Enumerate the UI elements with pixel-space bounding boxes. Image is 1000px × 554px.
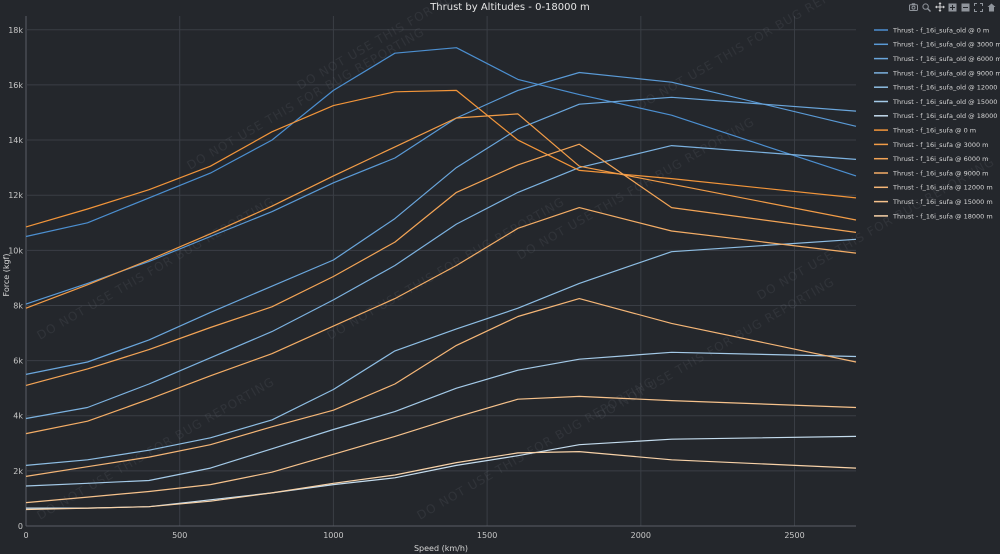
y-tick-label: 10k bbox=[8, 246, 23, 255]
series-line-11[interactable] bbox=[25, 298, 857, 477]
x-tick-label: 2500 bbox=[784, 531, 804, 540]
legend-item[interactable]: Thrust - f_16i_sufa @ 15000 m bbox=[874, 198, 993, 206]
y-axis: 0 2k 4k 6k 8k 10k 12k 14k 16k 18k bbox=[8, 26, 23, 531]
watermark-text: DO NOT USE THIS FOR BUG REPORTING bbox=[635, 0, 878, 113]
series-line-12[interactable] bbox=[25, 395, 857, 504]
pan-icon[interactable] bbox=[934, 2, 945, 13]
x-axis-title: Speed (km/h) bbox=[414, 544, 468, 553]
watermark-text: DO NOT USE THIS FOR BUG REPORTING bbox=[595, 274, 838, 422]
legend-item[interactable]: Thrust - f_16i_sufa @ 6000 m bbox=[874, 155, 989, 163]
legend-item[interactable]: Thrust - f_16i_sufa @ 18000 m bbox=[874, 212, 993, 220]
watermark-text: DO NOT USE THIS FOR BUG REPORTING bbox=[185, 24, 428, 172]
series-line-0[interactable] bbox=[25, 47, 857, 238]
autoscale-icon[interactable] bbox=[973, 2, 984, 13]
series-line-8[interactable] bbox=[25, 113, 857, 309]
series-line-1[interactable] bbox=[25, 71, 857, 305]
legend-label: Thrust - f_16i_sufa @ 6000 m bbox=[892, 155, 989, 163]
x-tick-label: 500 bbox=[172, 531, 187, 540]
y-tick-label: 16k bbox=[8, 81, 23, 90]
series-line-4[interactable] bbox=[25, 238, 857, 466]
y-tick-label: 14k bbox=[8, 136, 23, 145]
legend-item[interactable]: Thrust - f_16i_sufa @ 0 m bbox=[874, 127, 976, 135]
legend-item[interactable]: Thrust - f_16i_sufa @ 3000 m bbox=[874, 141, 989, 149]
legend-label: Thrust - f_16i_sufa_old @ 3000 m bbox=[892, 41, 1000, 49]
series-line-10[interactable] bbox=[25, 207, 857, 435]
x-tick-label: 0 bbox=[23, 531, 28, 540]
legend-label: Thrust - f_16i_sufa @ 3000 m bbox=[892, 141, 989, 149]
watermark-text: DO NOT USE THIS FOR BUG REPORTING bbox=[35, 194, 278, 342]
y-tick-label: 6k bbox=[13, 357, 23, 366]
legend-item[interactable]: Thrust - f_16i_sufa_old @ 15000 m bbox=[874, 98, 1000, 106]
legend-item[interactable]: Thrust - f_16i_sufa @ 12000 m bbox=[874, 184, 993, 192]
y-tick-label: 4k bbox=[13, 412, 23, 421]
series-line-13[interactable] bbox=[25, 451, 857, 511]
y-tick-label: 2k bbox=[13, 467, 23, 476]
legend-label: Thrust - f_16i_sufa_old @ 0 m bbox=[892, 26, 989, 34]
reset-icon[interactable] bbox=[986, 2, 997, 13]
y-axis-title: Force (kgf) bbox=[2, 254, 11, 297]
zoom-icon[interactable] bbox=[921, 2, 932, 13]
legend-item[interactable]: Thrust - f_16i_sufa_old @ 9000 m bbox=[874, 69, 1000, 77]
series-line-7[interactable] bbox=[25, 89, 857, 228]
x-tick-label: 2000 bbox=[631, 531, 651, 540]
series-line-5[interactable] bbox=[25, 351, 857, 487]
legend-label: Thrust - f_16i_sufa @ 9000 m bbox=[892, 169, 989, 177]
series-line-9[interactable] bbox=[25, 143, 857, 386]
legend-item[interactable]: Thrust - f_16i_sufa_old @ 0 m bbox=[874, 26, 989, 34]
modebar bbox=[905, 0, 1000, 14]
watermark-text: DO NOT USE THIS FOR BUG REPORTING bbox=[515, 114, 758, 262]
legend-label: Thrust - f_16i_sufa @ 0 m bbox=[892, 127, 976, 135]
x-tick-label: 1000 bbox=[323, 531, 343, 540]
y-tick-label: 0 bbox=[18, 522, 23, 531]
legend[interactable]: Thrust - f_16i_sufa_old @ 0 m Thrust - f_… bbox=[874, 26, 1000, 220]
y-tick-label: 12k bbox=[8, 191, 23, 200]
y-tick-label: 8k bbox=[13, 301, 23, 310]
legend-label: Thrust - f_16i_sufa_old @ 18000 m bbox=[892, 112, 1000, 120]
legend-label: Thrust - f_16i_sufa_old @ 12000 m bbox=[892, 84, 1000, 92]
zoom-in-icon[interactable] bbox=[947, 2, 958, 13]
series-layer[interactable] bbox=[25, 47, 857, 511]
legend-item[interactable]: Thrust - f_16i_sufa_old @ 6000 m bbox=[874, 55, 1000, 63]
legend-label: Thrust - f_16i_sufa_old @ 9000 m bbox=[892, 69, 1000, 77]
series-line-3[interactable] bbox=[25, 145, 857, 420]
zoom-out-icon[interactable] bbox=[960, 2, 971, 13]
legend-item[interactable]: Thrust - f_16i_sufa @ 9000 m bbox=[874, 169, 989, 177]
x-axis: 0 500 1000 1500 2000 2500 bbox=[23, 531, 804, 540]
x-tick-label: 1500 bbox=[477, 531, 497, 540]
watermark-text: DO NOT USE THIS FOR BUG REPORTING bbox=[325, 194, 568, 342]
y-tick-label: 18k bbox=[8, 26, 23, 35]
legend-label: Thrust - f_16i_sufa @ 15000 m bbox=[892, 198, 993, 206]
legend-label: Thrust - f_16i_sufa_old @ 6000 m bbox=[892, 55, 1000, 63]
chart-title: Thrust by Altitudes - 0-18000 m bbox=[429, 2, 590, 13]
legend-item[interactable]: Thrust - f_16i_sufa_old @ 18000 m bbox=[874, 112, 1000, 120]
camera-icon[interactable] bbox=[908, 2, 919, 13]
legend-label: Thrust - f_16i_sufa_old @ 15000 m bbox=[892, 98, 1000, 106]
series-line-2[interactable] bbox=[25, 96, 857, 375]
legend-item[interactable]: Thrust - f_16i_sufa_old @ 3000 m bbox=[874, 41, 1000, 49]
legend-label: Thrust - f_16i_sufa @ 18000 m bbox=[892, 212, 993, 220]
legend-item[interactable]: Thrust - f_16i_sufa_old @ 12000 m bbox=[874, 84, 1000, 92]
legend-label: Thrust - f_16i_sufa @ 12000 m bbox=[892, 184, 993, 192]
